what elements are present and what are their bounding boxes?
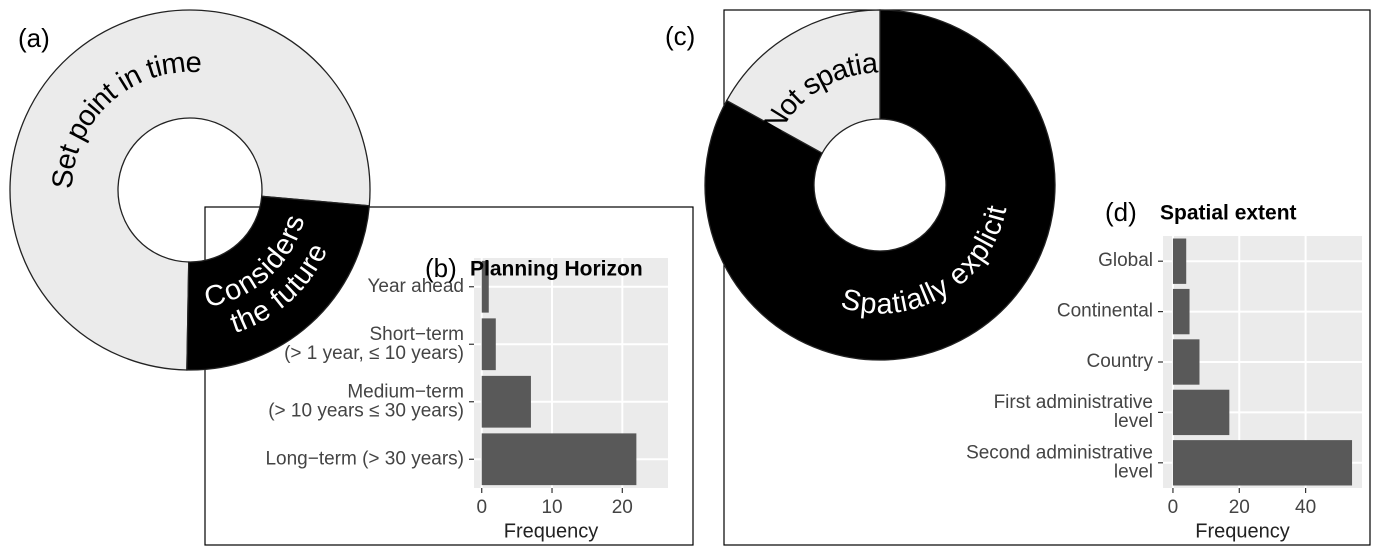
chart-title: Planning Horizon [470, 258, 643, 281]
bar [1172, 288, 1190, 335]
y-tick-label: Medium−term (> 10 years ≤ 30 years) [268, 381, 464, 421]
x-axis-label: Frequency [1195, 520, 1290, 542]
y-tick-label-line: Long−term (> 30 years) [265, 448, 464, 469]
y-tick-label: First administrative level [994, 392, 1153, 432]
y-tick-label: Continental [1057, 301, 1153, 322]
y-tick-label: Long−term (> 30 years) [265, 448, 464, 469]
donut-slice [186, 195, 371, 371]
y-tick-label: Country [1086, 351, 1153, 372]
y-tick-label-line: (> 10 years ≤ 30 years) [268, 400, 464, 421]
x-tick-label: 0 [476, 497, 487, 518]
y-tick-label-line: Year ahead [367, 276, 464, 297]
x-tick-label: 20 [612, 497, 633, 518]
panel-label: (c) [665, 21, 695, 51]
bar [481, 318, 496, 371]
x-tick-label: 10 [541, 497, 562, 518]
y-tick-label: Short−term (> 1 year, ≤ 10 years) [284, 324, 464, 364]
y-tick-label-line: level [1114, 461, 1153, 482]
donut-slice [725, 9, 881, 155]
x-axis-label: Frequency [504, 520, 599, 542]
y-tick-label: Year ahead [367, 276, 464, 297]
y-tick-label-line: First administrative [994, 392, 1153, 413]
y-tick-label-line: Continental [1057, 301, 1153, 322]
bar [481, 260, 489, 313]
x-tick-label: 20 [1229, 497, 1250, 518]
bar [1172, 440, 1353, 486]
y-tick-label-line: Country [1086, 351, 1153, 372]
y-tick-label-line: (> 1 year, ≤ 10 years) [284, 343, 464, 364]
y-tick-label-line: Medium−term [347, 381, 464, 402]
chart-title: Spatial extent [1160, 202, 1297, 225]
y-tick-label-line: Second administrative [966, 442, 1153, 463]
bar [481, 375, 531, 428]
bar [1172, 389, 1230, 436]
bar [481, 433, 637, 486]
x-tick-label: 0 [1168, 497, 1179, 518]
x-tick-label: 40 [1295, 497, 1316, 518]
panel-label: (a) [18, 23, 50, 53]
y-tick-label-line: Global [1098, 250, 1153, 271]
y-tick-label: Global [1098, 250, 1153, 271]
bar [1172, 339, 1200, 385]
y-tick-label-line: level [1114, 411, 1153, 432]
y-tick-label-line: Short−term [369, 324, 464, 345]
donut-slice [9, 9, 371, 371]
panel-label: (d) [1105, 197, 1137, 227]
bar [1172, 238, 1187, 284]
donut-slice [704, 9, 1056, 361]
y-tick-label: Second administrative level [966, 442, 1153, 482]
panel-label: (b) [425, 253, 457, 283]
